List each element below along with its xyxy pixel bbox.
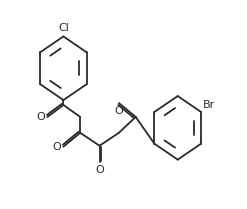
Text: O: O (52, 142, 61, 152)
Text: O: O (36, 112, 45, 122)
Text: Cl: Cl (58, 23, 69, 33)
Text: O: O (95, 165, 104, 175)
Text: O: O (115, 106, 123, 116)
Text: Br: Br (203, 100, 215, 110)
